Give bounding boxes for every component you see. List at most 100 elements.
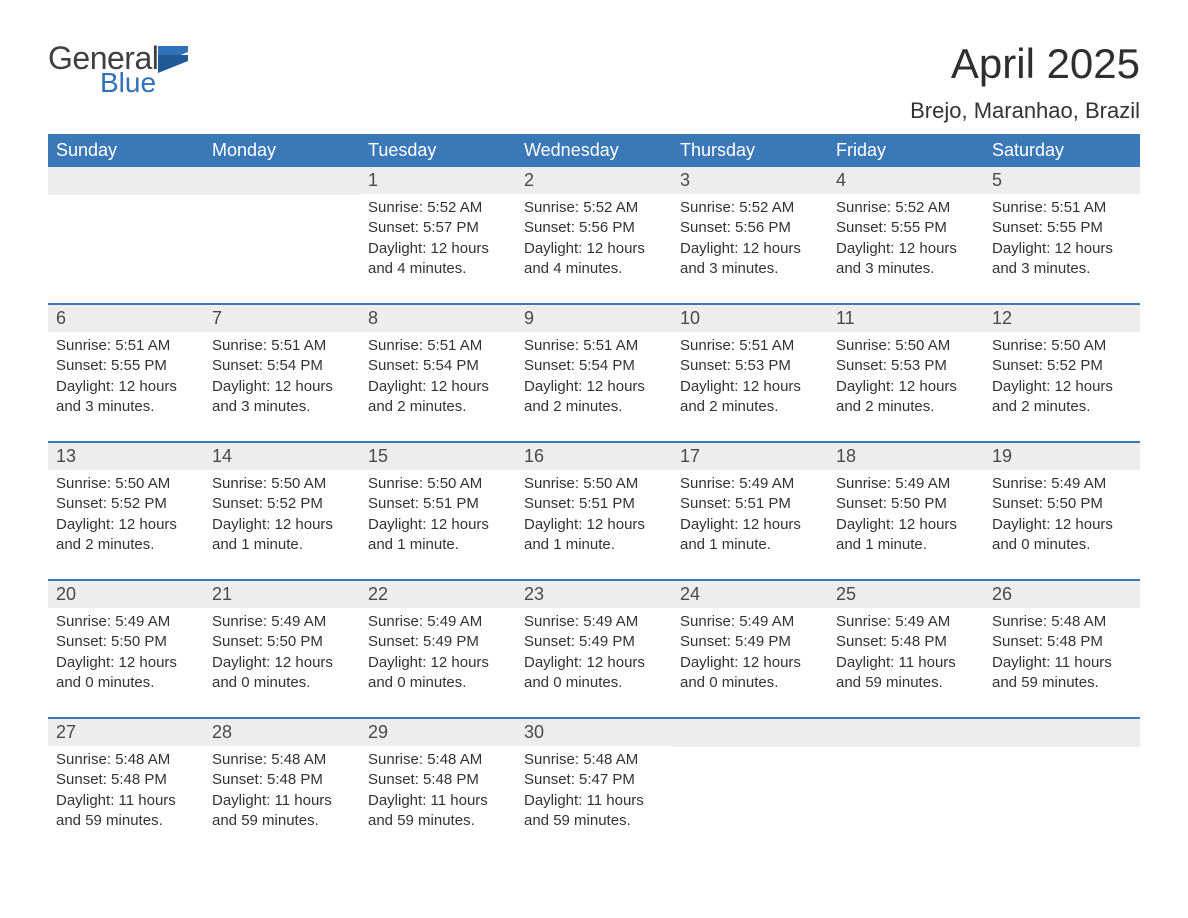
day-body: Sunrise: 5:51 AMSunset: 5:54 PMDaylight:… [204, 332, 360, 425]
weekday-header: Monday [204, 134, 360, 167]
day-body: Sunrise: 5:49 AMSunset: 5:49 PMDaylight:… [516, 608, 672, 701]
week-row: 27Sunrise: 5:48 AMSunset: 5:48 PMDayligh… [48, 718, 1140, 855]
day-cell [672, 718, 828, 855]
day-number: 4 [828, 167, 984, 194]
day-cell: 26Sunrise: 5:48 AMSunset: 5:48 PMDayligh… [984, 580, 1140, 718]
day-body: Sunrise: 5:48 AMSunset: 5:48 PMDaylight:… [48, 746, 204, 839]
day-body: Sunrise: 5:48 AMSunset: 5:48 PMDaylight:… [360, 746, 516, 839]
day-number: 25 [828, 581, 984, 608]
day-body: Sunrise: 5:52 AMSunset: 5:55 PMDaylight:… [828, 194, 984, 287]
day-number [828, 719, 984, 747]
day-cell [828, 718, 984, 855]
day-number: 17 [672, 443, 828, 470]
day-body: Sunrise: 5:50 AMSunset: 5:52 PMDaylight:… [48, 470, 204, 563]
day-number: 15 [360, 443, 516, 470]
logo-flag-icon [158, 46, 192, 74]
weekday-header: Saturday [984, 134, 1140, 167]
day-number: 8 [360, 305, 516, 332]
day-cell: 9Sunrise: 5:51 AMSunset: 5:54 PMDaylight… [516, 304, 672, 442]
logo: General Blue [48, 40, 192, 99]
day-number: 22 [360, 581, 516, 608]
day-cell: 13Sunrise: 5:50 AMSunset: 5:52 PMDayligh… [48, 442, 204, 580]
weekday-header: Friday [828, 134, 984, 167]
day-body: Sunrise: 5:51 AMSunset: 5:54 PMDaylight:… [360, 332, 516, 425]
day-number: 18 [828, 443, 984, 470]
day-number: 11 [828, 305, 984, 332]
day-number: 29 [360, 719, 516, 746]
week-row: 6Sunrise: 5:51 AMSunset: 5:55 PMDaylight… [48, 304, 1140, 442]
day-body: Sunrise: 5:49 AMSunset: 5:48 PMDaylight:… [828, 608, 984, 701]
day-number: 7 [204, 305, 360, 332]
day-cell: 10Sunrise: 5:51 AMSunset: 5:53 PMDayligh… [672, 304, 828, 442]
day-body: Sunrise: 5:49 AMSunset: 5:49 PMDaylight:… [672, 608, 828, 701]
day-cell: 5Sunrise: 5:51 AMSunset: 5:55 PMDaylight… [984, 167, 1140, 304]
day-cell: 3Sunrise: 5:52 AMSunset: 5:56 PMDaylight… [672, 167, 828, 304]
day-body: Sunrise: 5:50 AMSunset: 5:51 PMDaylight:… [516, 470, 672, 563]
day-number: 27 [48, 719, 204, 746]
week-row: 20Sunrise: 5:49 AMSunset: 5:50 PMDayligh… [48, 580, 1140, 718]
day-number [984, 719, 1140, 747]
day-body: Sunrise: 5:51 AMSunset: 5:55 PMDaylight:… [48, 332, 204, 425]
day-cell: 24Sunrise: 5:49 AMSunset: 5:49 PMDayligh… [672, 580, 828, 718]
weekday-header: Wednesday [516, 134, 672, 167]
day-body: Sunrise: 5:48 AMSunset: 5:48 PMDaylight:… [204, 746, 360, 839]
day-number [204, 167, 360, 195]
day-cell: 1Sunrise: 5:52 AMSunset: 5:57 PMDaylight… [360, 167, 516, 304]
day-cell: 2Sunrise: 5:52 AMSunset: 5:56 PMDaylight… [516, 167, 672, 304]
weekday-header-row: SundayMondayTuesdayWednesdayThursdayFrid… [48, 134, 1140, 167]
week-row: 1Sunrise: 5:52 AMSunset: 5:57 PMDaylight… [48, 167, 1140, 304]
day-number: 5 [984, 167, 1140, 194]
day-cell: 19Sunrise: 5:49 AMSunset: 5:50 PMDayligh… [984, 442, 1140, 580]
day-cell: 4Sunrise: 5:52 AMSunset: 5:55 PMDaylight… [828, 167, 984, 304]
day-cell: 25Sunrise: 5:49 AMSunset: 5:48 PMDayligh… [828, 580, 984, 718]
day-cell: 18Sunrise: 5:49 AMSunset: 5:50 PMDayligh… [828, 442, 984, 580]
day-number: 1 [360, 167, 516, 194]
day-number: 13 [48, 443, 204, 470]
day-cell: 16Sunrise: 5:50 AMSunset: 5:51 PMDayligh… [516, 442, 672, 580]
day-cell: 7Sunrise: 5:51 AMSunset: 5:54 PMDaylight… [204, 304, 360, 442]
day-cell: 12Sunrise: 5:50 AMSunset: 5:52 PMDayligh… [984, 304, 1140, 442]
day-number: 24 [672, 581, 828, 608]
weekday-header: Tuesday [360, 134, 516, 167]
week-row: 13Sunrise: 5:50 AMSunset: 5:52 PMDayligh… [48, 442, 1140, 580]
day-cell: 20Sunrise: 5:49 AMSunset: 5:50 PMDayligh… [48, 580, 204, 718]
day-cell: 23Sunrise: 5:49 AMSunset: 5:49 PMDayligh… [516, 580, 672, 718]
page-title: April 2025 [910, 40, 1140, 88]
day-number: 6 [48, 305, 204, 332]
day-body: Sunrise: 5:50 AMSunset: 5:51 PMDaylight:… [360, 470, 516, 563]
day-body: Sunrise: 5:51 AMSunset: 5:53 PMDaylight:… [672, 332, 828, 425]
calendar-table: SundayMondayTuesdayWednesdayThursdayFrid… [48, 134, 1140, 855]
day-cell: 17Sunrise: 5:49 AMSunset: 5:51 PMDayligh… [672, 442, 828, 580]
day-body: Sunrise: 5:49 AMSunset: 5:51 PMDaylight:… [672, 470, 828, 563]
day-number: 10 [672, 305, 828, 332]
day-number: 21 [204, 581, 360, 608]
day-number: 20 [48, 581, 204, 608]
day-cell [48, 167, 204, 304]
day-body: Sunrise: 5:49 AMSunset: 5:50 PMDaylight:… [984, 470, 1140, 563]
day-number: 23 [516, 581, 672, 608]
title-block: April 2025 Brejo, Maranhao, Brazil [910, 40, 1140, 124]
day-cell: 14Sunrise: 5:50 AMSunset: 5:52 PMDayligh… [204, 442, 360, 580]
day-cell: 15Sunrise: 5:50 AMSunset: 5:51 PMDayligh… [360, 442, 516, 580]
day-number: 9 [516, 305, 672, 332]
logo-text-blue: Blue [100, 67, 158, 99]
day-number: 19 [984, 443, 1140, 470]
calendar-body: 1Sunrise: 5:52 AMSunset: 5:57 PMDaylight… [48, 167, 1140, 855]
day-body: Sunrise: 5:50 AMSunset: 5:52 PMDaylight:… [204, 470, 360, 563]
page-subtitle: Brejo, Maranhao, Brazil [910, 98, 1140, 124]
day-cell: 21Sunrise: 5:49 AMSunset: 5:50 PMDayligh… [204, 580, 360, 718]
day-cell: 8Sunrise: 5:51 AMSunset: 5:54 PMDaylight… [360, 304, 516, 442]
day-body: Sunrise: 5:52 AMSunset: 5:56 PMDaylight:… [516, 194, 672, 287]
day-body: Sunrise: 5:51 AMSunset: 5:55 PMDaylight:… [984, 194, 1140, 287]
day-number: 14 [204, 443, 360, 470]
day-cell: 27Sunrise: 5:48 AMSunset: 5:48 PMDayligh… [48, 718, 204, 855]
day-cell: 22Sunrise: 5:49 AMSunset: 5:49 PMDayligh… [360, 580, 516, 718]
day-body: Sunrise: 5:52 AMSunset: 5:56 PMDaylight:… [672, 194, 828, 287]
day-number: 28 [204, 719, 360, 746]
day-number: 16 [516, 443, 672, 470]
day-cell [984, 718, 1140, 855]
day-number: 12 [984, 305, 1140, 332]
day-cell: 28Sunrise: 5:48 AMSunset: 5:48 PMDayligh… [204, 718, 360, 855]
day-cell: 29Sunrise: 5:48 AMSunset: 5:48 PMDayligh… [360, 718, 516, 855]
day-body: Sunrise: 5:49 AMSunset: 5:49 PMDaylight:… [360, 608, 516, 701]
